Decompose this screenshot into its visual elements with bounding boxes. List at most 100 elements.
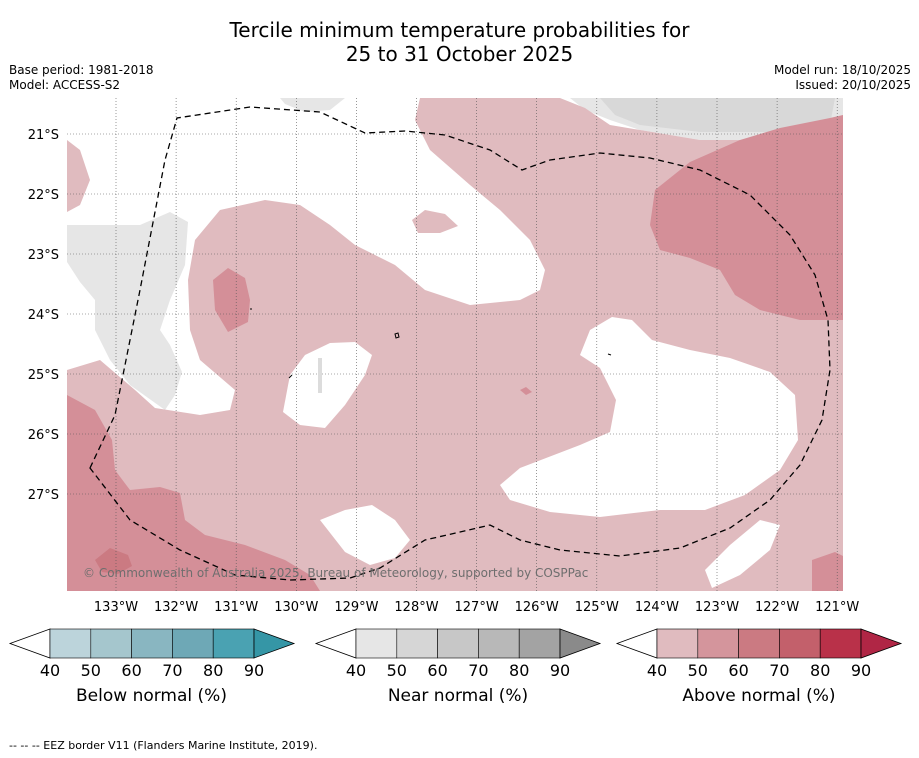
colorbar-segment (779, 628, 821, 659)
colorbar-segment (49, 628, 92, 659)
copyright-text: © Commonwealth of Australia 2025, Bureau… (83, 566, 588, 580)
map-title: Tercile minimum temperature probabilitie… (0, 18, 919, 66)
eez-footnote: -- -- -- EEZ border V11 (Flanders Marine… (9, 739, 318, 752)
title-line-1: Tercile minimum temperature probabilitie… (229, 18, 690, 42)
colorbar-low-extend (8, 628, 51, 659)
model-label: Model: ACCESS-S2 (9, 78, 121, 92)
near-normal-colorbar-title: Near normal (%) (387, 686, 529, 706)
colorbar-segment (90, 628, 132, 659)
eez-border (89, 106, 831, 581)
coastline-fragment (394, 332, 400, 339)
latitude-labels: 21°S 22°S 23°S 24°S 25°S 26°S 27°S (28, 128, 59, 503)
colorbar-segment (656, 628, 699, 659)
colorbar-segment (172, 628, 214, 659)
colorbar-tick-label: 60 (728, 661, 748, 680)
graticule (67, 98, 843, 591)
latitude-label: 21°S (28, 128, 59, 143)
near-normal-colorbar: 40 50 60 70 80 90 (314, 628, 602, 680)
colorbar-segment (396, 628, 438, 659)
longitude-label: 127°W (455, 600, 499, 615)
colorbar-segment (738, 628, 780, 659)
colorbar-tick-label: 50 (688, 661, 708, 680)
colorbar-tick-label: 50 (387, 661, 407, 680)
longitude-label: 124°W (635, 600, 679, 615)
colorbar-segment (131, 628, 173, 659)
above-normal-patch-southwest (95, 548, 132, 574)
coastline-fragment (607, 353, 612, 356)
colorbar-segment (819, 628, 862, 659)
colorbar-low-extend (615, 628, 658, 659)
longitude-label: 133°W (94, 600, 138, 615)
above-normal-dot (520, 387, 532, 395)
colorbar-tick-label: 80 (203, 661, 223, 680)
latitude-label: 26°S (28, 428, 59, 443)
longitude-label: 132°W (154, 600, 198, 615)
longitude-label: 126°W (515, 600, 559, 615)
normal-gap-east (500, 317, 798, 517)
above-normal-region-northeast (650, 115, 843, 320)
above-normal-patch-center (412, 210, 458, 233)
longitude-labels: 133°W 132°W 131°W 130°W 129°W 128°W 127°W 126°W… (94, 600, 860, 615)
coastline-fragments (250, 308, 612, 379)
run-info-right: Model run: 18/10/2025 Issued: 20/10/2025 (774, 63, 911, 93)
latitude-label: 22°S (28, 188, 59, 203)
above-normal-region-southwest (67, 395, 320, 591)
colorbar-low-extend (314, 628, 357, 659)
normal-gap-south-east (705, 520, 780, 588)
near-normal-region-west (67, 212, 188, 410)
title-line-2: 25 to 31 October 2025 (345, 42, 574, 66)
colorbar-tick-label: 90 (851, 661, 871, 680)
colorbar-tick-label: 70 (162, 661, 182, 680)
above-normal-patch-east-edge (835, 175, 843, 210)
colorbar-tick-label: 90 (244, 661, 264, 680)
above-normal-patch-west (213, 268, 250, 332)
latitude-label: 23°S (28, 248, 59, 263)
longitude-label: 125°W (575, 600, 619, 615)
colorbar-segment (355, 628, 398, 659)
latitude-label: 27°S (28, 488, 59, 503)
island-shape (318, 358, 322, 393)
longitude-label: 131°W (214, 600, 258, 615)
colorbar-tick-label: 40 (647, 661, 667, 680)
colorbar-tick-label: 60 (427, 661, 447, 680)
colorbar-tick-label: 70 (468, 661, 488, 680)
colorbar-segment (697, 628, 739, 659)
colorbar-segment (478, 628, 520, 659)
longitude-label: 123°W (695, 600, 739, 615)
longitude-label: 122°W (755, 600, 799, 615)
colorbar-tick-label: 50 (81, 661, 101, 680)
run-info-left: Base period: 1981-2018 Model: ACCESS-S2 (9, 63, 154, 93)
normal-gap-center (283, 342, 372, 428)
near-normal-region-north-inner (600, 98, 835, 132)
colorbar-tick-label: 70 (769, 661, 789, 680)
colorbar-segment (437, 628, 479, 659)
issued-label: Issued: 20/10/2025 (795, 78, 911, 92)
longitude-label: 129°W (334, 600, 378, 615)
colorbar-tick-label: 90 (550, 661, 570, 680)
colorbar-high-extend (559, 628, 602, 659)
longitude-label: 128°W (394, 600, 438, 615)
colorbar-high-extend (860, 628, 903, 659)
colorbar-tick-label: 40 (40, 661, 60, 680)
colorbar-tick-label: 40 (346, 661, 366, 680)
colorbar-tick-label: 80 (810, 661, 830, 680)
above-normal-region-left (67, 140, 90, 212)
longitude-label: 121°W (815, 600, 859, 615)
probability-map (67, 98, 843, 591)
colorbars: 40 50 60 70 80 90 40 50 60 70 80 90 40 50 60 70 80 90 (8, 628, 903, 680)
above-normal-colorbar: 40 50 60 70 80 90 (615, 628, 903, 680)
colorbar-high-extend (253, 628, 296, 659)
normal-gap-south (320, 505, 410, 565)
base-period-label: Base period: 1981-2018 (9, 63, 154, 77)
colorbar-tick-label: 80 (509, 661, 529, 680)
colorbar-tick-label: 60 (121, 661, 141, 680)
above-normal-colorbar-title: Above normal (%) (682, 686, 836, 706)
latitude-label: 25°S (28, 368, 59, 383)
colorbar-segment (212, 628, 255, 659)
coastline-fragment (288, 374, 293, 379)
latitude-label: 24°S (28, 308, 59, 323)
longitude-label: 130°W (274, 600, 318, 615)
model-run-label: Model run: 18/10/2025 (773, 63, 911, 77)
colorbar-segment (518, 628, 561, 659)
